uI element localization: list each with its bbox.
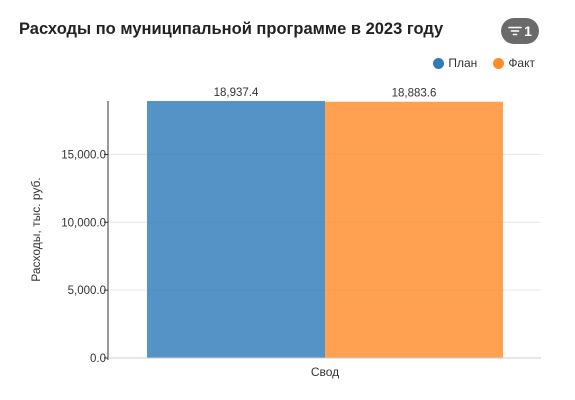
chart-title: Расходы по муниципальной программе в 202… [19, 20, 444, 38]
filter-icon [508, 26, 522, 36]
legend-label-fact: Факт [508, 56, 535, 70]
filter-count-badge: 1 [524, 23, 532, 39]
filter-button[interactable]: 1 [501, 18, 539, 44]
chart-legend: План Факт [433, 56, 535, 70]
y-tick-label: 0.0 [90, 353, 106, 365]
y-tick-label: 10,000.0 [61, 217, 106, 229]
data-label: 18,937.4 [214, 87, 259, 99]
legend-item-fact[interactable]: Факт [493, 56, 535, 70]
y-axis-title: Расходы, тыс. руб. [29, 177, 43, 282]
bar-fact[interactable] [325, 101, 503, 359]
legend-swatch-plan [433, 57, 445, 69]
legend-swatch-fact [493, 57, 505, 69]
bar-plan[interactable] [147, 101, 325, 358]
y-tick-label: 15,000.0 [61, 149, 106, 161]
x-tick-label: Свод [311, 365, 339, 379]
legend-label-plan: План [448, 56, 478, 70]
y-tick-label: 5,000.0 [68, 285, 106, 297]
data-label: 18,883.6 [392, 88, 437, 100]
legend-item-plan[interactable]: План [433, 56, 477, 70]
